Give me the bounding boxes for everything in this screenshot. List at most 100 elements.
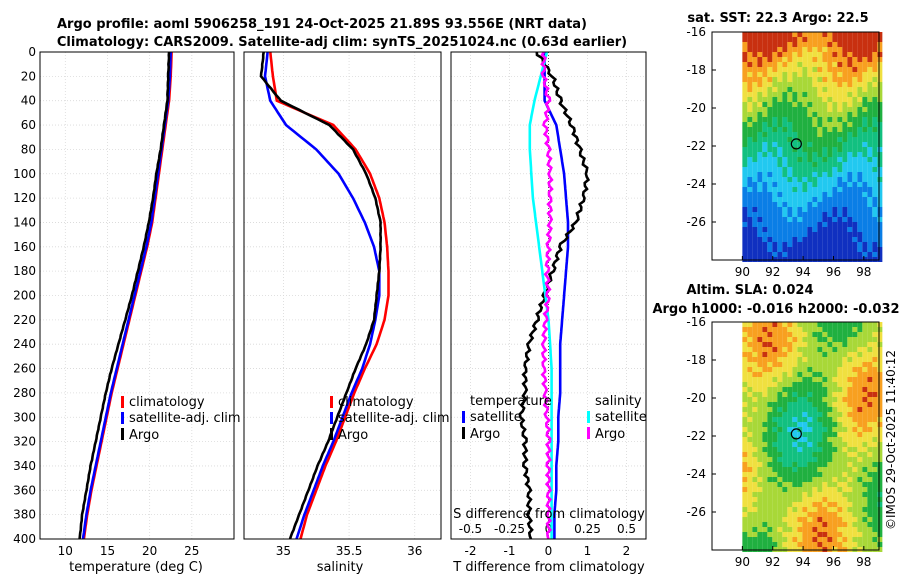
map-cell <box>872 222 878 227</box>
map-cell <box>792 117 798 122</box>
map-cell <box>822 412 828 417</box>
map-cell <box>822 97 828 102</box>
map-cell <box>752 207 758 212</box>
map-cell <box>862 202 868 207</box>
map-cell <box>872 117 878 122</box>
legend-label-argo: Argo <box>338 428 368 443</box>
map-cell <box>757 442 763 447</box>
map-y-tick-label: -26 <box>686 505 706 519</box>
map-cell <box>857 462 863 467</box>
map-cell <box>767 112 773 117</box>
map-cell <box>787 252 793 257</box>
map-cell <box>802 92 808 97</box>
map-cell <box>837 497 843 502</box>
map-cell <box>802 417 808 422</box>
map-cell <box>832 382 838 387</box>
map-cell <box>867 47 873 52</box>
map-cell <box>787 32 793 37</box>
map-cell <box>842 322 848 327</box>
map-cell <box>857 72 863 77</box>
map-cell <box>852 212 858 217</box>
map-cell <box>832 67 838 72</box>
map-cell <box>817 242 823 247</box>
map-cell <box>747 357 753 362</box>
map-cell <box>872 522 878 527</box>
map-cell <box>772 177 778 182</box>
map-cell <box>782 222 788 227</box>
map-cell <box>787 72 793 77</box>
map-cell <box>862 107 868 112</box>
map-cell <box>807 192 813 197</box>
map-cell <box>777 442 783 447</box>
map-cell <box>867 527 873 532</box>
map-cell <box>817 477 823 482</box>
map-cell <box>862 77 868 82</box>
map-cell <box>862 407 868 412</box>
map-cell <box>787 507 793 512</box>
map-cell <box>762 517 768 522</box>
map-cell <box>812 162 818 167</box>
map-cell <box>767 372 773 377</box>
map-cell <box>787 432 793 437</box>
map-cell <box>827 362 833 367</box>
map-cell <box>767 417 773 422</box>
map-cell <box>822 457 828 462</box>
map-cell <box>867 352 873 357</box>
map-cell <box>867 347 873 352</box>
map-cell <box>867 102 873 107</box>
map-cell <box>867 217 873 222</box>
map-cell <box>752 427 758 432</box>
map-cell <box>747 537 753 542</box>
map-cell <box>762 207 768 212</box>
map-cell <box>777 432 783 437</box>
map-cell <box>777 137 783 142</box>
map-cell <box>867 67 873 72</box>
map-cell <box>872 47 878 52</box>
map-cell <box>822 347 828 352</box>
map-cell <box>762 72 768 77</box>
map-cell <box>837 467 843 472</box>
map-cell <box>877 477 883 482</box>
map-cell <box>757 62 763 67</box>
map-cell <box>837 367 843 372</box>
map-cell <box>837 217 843 222</box>
map-cell <box>797 357 803 362</box>
map-cell <box>807 332 813 337</box>
map-cell <box>742 237 748 242</box>
map-cell <box>842 492 848 497</box>
map-cell <box>827 247 833 252</box>
map-cell <box>802 227 808 232</box>
map-cell <box>877 442 883 447</box>
map-cell <box>747 32 753 37</box>
map-cell <box>772 192 778 197</box>
map-cell <box>762 472 768 477</box>
map-cell <box>777 37 783 42</box>
map-cell <box>747 237 753 242</box>
map-cell <box>812 192 818 197</box>
map-cell <box>842 427 848 432</box>
map-cell <box>762 242 768 247</box>
map-cell <box>787 197 793 202</box>
map-cell <box>762 42 768 47</box>
map-cell <box>832 542 838 547</box>
map-cell <box>872 137 878 142</box>
map-cell <box>802 512 808 517</box>
map-cell <box>772 152 778 157</box>
sla-map-title: Altim. SLA: 0.024 <box>687 283 814 298</box>
map-cell <box>757 122 763 127</box>
map-cell <box>777 407 783 412</box>
map-cell <box>792 527 798 532</box>
map-cell <box>777 142 783 147</box>
map-cell <box>837 232 843 237</box>
map-cell <box>747 167 753 172</box>
map-cell <box>742 192 748 197</box>
map-cell <box>792 127 798 132</box>
map-cell <box>792 242 798 247</box>
map-cell <box>832 92 838 97</box>
map-cell <box>867 422 873 427</box>
map-cell <box>812 447 818 452</box>
map-cell <box>852 77 858 82</box>
map-cell <box>742 117 748 122</box>
map-cell <box>772 47 778 52</box>
